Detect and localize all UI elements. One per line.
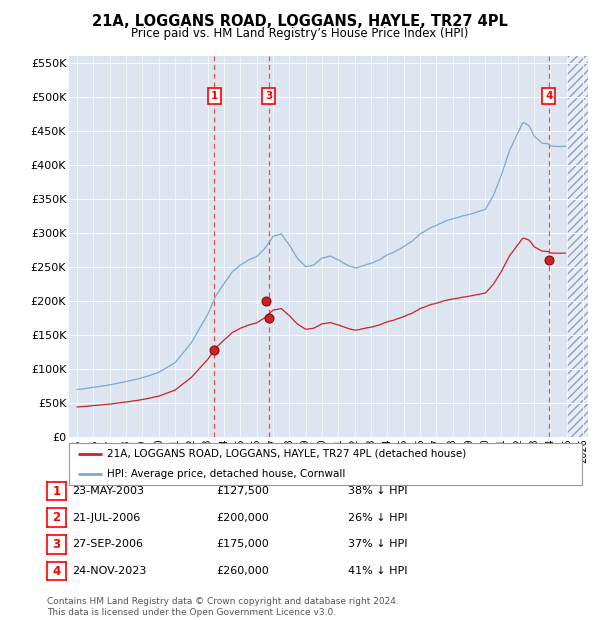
Text: 23-MAY-2003: 23-MAY-2003 [72, 486, 144, 496]
Text: 4: 4 [52, 565, 61, 577]
Text: 21-JUL-2006: 21-JUL-2006 [72, 513, 140, 523]
Text: 37% ↓ HPI: 37% ↓ HPI [348, 539, 407, 549]
Text: Price paid vs. HM Land Registry’s House Price Index (HPI): Price paid vs. HM Land Registry’s House … [131, 27, 469, 40]
Text: £200,000: £200,000 [216, 513, 269, 523]
Text: 21A, LOGGANS ROAD, LOGGANS, HAYLE, TR27 4PL (detached house): 21A, LOGGANS ROAD, LOGGANS, HAYLE, TR27 … [107, 449, 467, 459]
Text: £260,000: £260,000 [216, 566, 269, 576]
Text: 41% ↓ HPI: 41% ↓ HPI [348, 566, 407, 576]
Bar [567, 56, 588, 437]
Text: 1: 1 [52, 485, 61, 497]
Text: £127,500: £127,500 [216, 486, 269, 496]
Text: 27-SEP-2006: 27-SEP-2006 [72, 539, 143, 549]
Text: 21A, LOGGANS ROAD, LOGGANS, HAYLE, TR27 4PL: 21A, LOGGANS ROAD, LOGGANS, HAYLE, TR27 … [92, 14, 508, 29]
Text: 1: 1 [211, 91, 218, 101]
Text: 3: 3 [52, 538, 61, 551]
Text: This data is licensed under the Open Government Licence v3.0.: This data is licensed under the Open Gov… [47, 608, 336, 617]
Text: 3: 3 [265, 91, 272, 101]
Text: £175,000: £175,000 [216, 539, 269, 549]
Text: 24-NOV-2023: 24-NOV-2023 [72, 566, 146, 576]
Text: 38% ↓ HPI: 38% ↓ HPI [348, 486, 407, 496]
Text: Contains HM Land Registry data © Crown copyright and database right 2024.: Contains HM Land Registry data © Crown c… [47, 597, 398, 606]
Text: 2: 2 [52, 512, 61, 524]
Text: HPI: Average price, detached house, Cornwall: HPI: Average price, detached house, Corn… [107, 469, 346, 479]
Text: 4: 4 [545, 91, 553, 101]
Text: 26% ↓ HPI: 26% ↓ HPI [348, 513, 407, 523]
